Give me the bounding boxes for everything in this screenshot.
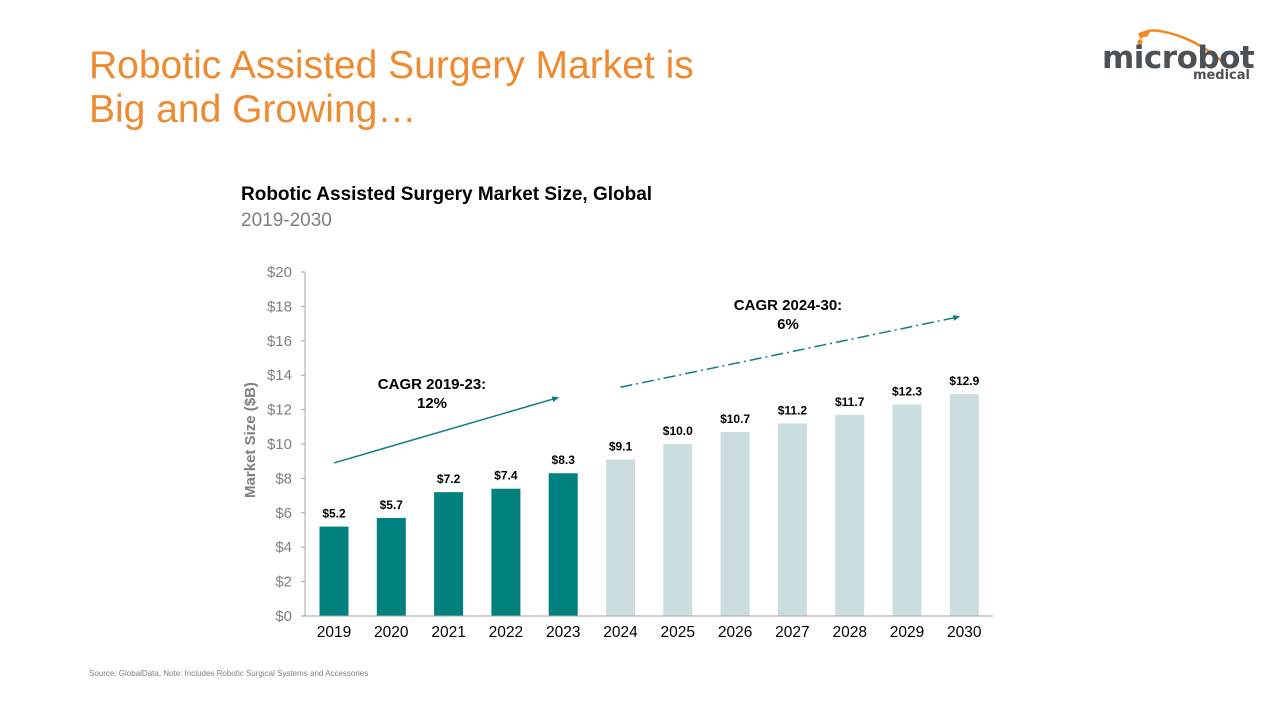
logo-subtext: medical: [1192, 68, 1250, 83]
y-tick-label: $10: [267, 436, 292, 453]
bar-2029: [892, 404, 922, 616]
y-tick-label: $20: [267, 264, 292, 281]
cagr-label-2-line2: 6%: [777, 316, 799, 333]
y-tick-label: $12: [267, 402, 292, 419]
bar-2020: [376, 517, 406, 616]
data-label-2021: $7.2: [437, 472, 461, 486]
slide-title-line1: Robotic Assisted Surgery Market is: [89, 44, 694, 87]
slide-title: Robotic Assisted Surgery Market is Big a…: [89, 44, 849, 132]
bar-2025: [663, 444, 693, 616]
bar-2022: [491, 488, 521, 616]
y-tick-label: $0: [275, 608, 292, 625]
y-tick-label: $6: [275, 505, 292, 522]
data-label-2026: $10.7: [720, 412, 750, 426]
bar-2030: [949, 394, 979, 616]
bars: $5.2 $5.7 $7.2 $7.4 $8.3 $9.1 $10.0 $10.7 $11.2 $…: [319, 374, 980, 616]
y-tick-label: $14: [267, 367, 292, 384]
y-tick-label: $4: [275, 539, 292, 556]
x-tick-label: 2027: [775, 624, 809, 641]
data-label-2028: $11.7: [835, 395, 865, 409]
x-tick-label: 2030: [947, 624, 982, 641]
x-tick-label: 2026: [718, 624, 752, 641]
data-label-2022: $7.4: [494, 469, 518, 483]
cagr-arrow-2: [620, 315, 961, 388]
x-tick-label: 2029: [890, 624, 924, 641]
microbot-medical-logo: microbot medical: [1100, 28, 1255, 88]
x-axis: 2019 2020 2021 2022 2023 2024 2025 2026 2027 2028…: [305, 615, 993, 641]
y-tick-label: $18: [267, 298, 292, 315]
data-label-2019: $5.2: [322, 507, 346, 521]
data-label-2029: $12.3: [892, 384, 922, 398]
cagr-label-2-line1: CAGR 2024-30:: [734, 297, 842, 314]
cagr-arrow-1: [333, 396, 560, 464]
logo-wordmark: microbot: [1102, 40, 1255, 76]
bar-2021: [434, 492, 464, 616]
x-tick-label: 2022: [489, 624, 523, 641]
y-tick-label: $8: [275, 470, 292, 487]
y-tick-label: $2: [275, 574, 292, 591]
data-label-2023: $8.3: [552, 453, 576, 467]
bar-2023: [548, 473, 578, 616]
bar-2028: [835, 414, 865, 616]
source-note: Source: GlobalData; Note: Includes Robot…: [89, 669, 369, 678]
x-tick-label: 2019: [317, 624, 351, 641]
x-tick-label: 2025: [661, 624, 695, 641]
data-label-2030: $12.9: [949, 374, 979, 388]
x-tick-label: 2024: [603, 624, 638, 641]
slide-title-line2: Big and Growing…: [89, 88, 417, 131]
data-label-2020: $5.7: [380, 498, 404, 512]
y-axis: $0 $2 $4 $6 $8 $10 $12 $14 $16 $18 $20: [267, 264, 306, 625]
bar-2026: [720, 431, 750, 616]
logo-swoosh-icon: [1137, 29, 1226, 65]
cagr-label-1-line2: 12%: [417, 395, 447, 412]
x-tick-label: 2020: [374, 624, 409, 641]
chart-title: Robotic Assisted Surgery Market Size, Gl…: [241, 184, 653, 205]
y-axis-title: Market Size ($B): [242, 382, 259, 498]
x-tick-label: 2023: [546, 624, 580, 641]
chart-subtitle: 2019-2030: [241, 210, 332, 231]
data-label-2025: $10.0: [663, 424, 693, 438]
data-label-2024: $9.1: [609, 439, 633, 453]
data-label-2027: $11.2: [778, 403, 808, 417]
x-tick-label: 2028: [832, 624, 866, 641]
bar-2019: [319, 526, 349, 616]
bar-2024: [606, 459, 635, 616]
y-tick-label: $16: [267, 333, 292, 350]
annotations: CAGR 2019-23: 12% CAGR 2024-30: 6%: [333, 297, 961, 464]
x-tick-label: 2021: [431, 624, 465, 641]
bar-2027: [777, 423, 807, 616]
cagr-label-1-line1: CAGR 2019-23:: [378, 376, 486, 393]
